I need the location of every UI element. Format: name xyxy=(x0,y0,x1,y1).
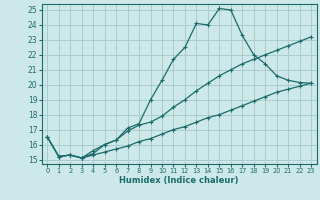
X-axis label: Humidex (Indice chaleur): Humidex (Indice chaleur) xyxy=(119,176,239,185)
